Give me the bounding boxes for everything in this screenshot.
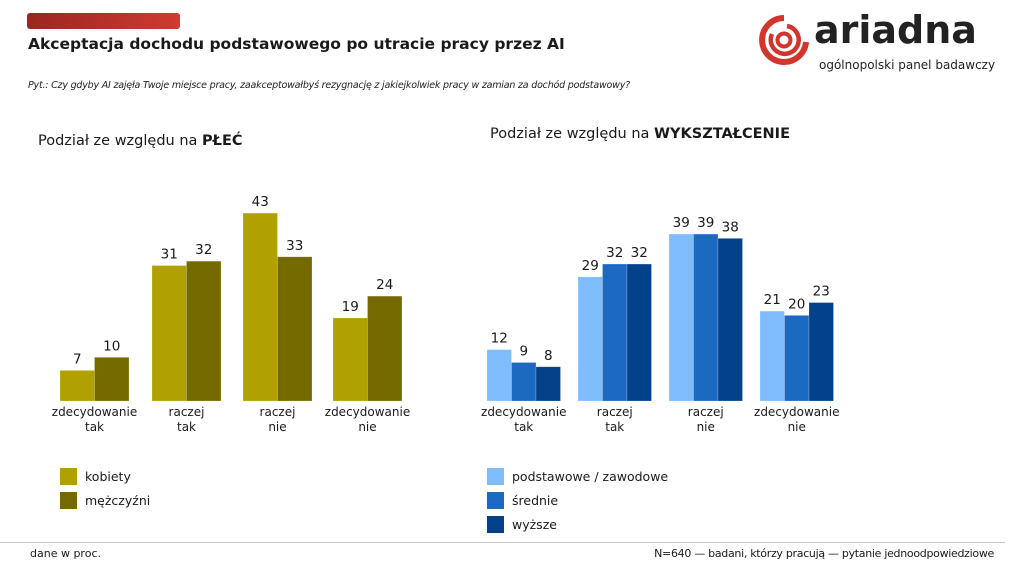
category-label-gender-0: tak bbox=[85, 420, 104, 434]
legend-item-wyzsze: wyższe bbox=[487, 512, 668, 536]
logo-tagline: ogólnopolski panel badawczy bbox=[819, 58, 996, 72]
legend-item-mezczyzni: mężczyźni bbox=[60, 488, 150, 512]
bar-education-0-2 bbox=[535, 366, 561, 402]
bar-education-0-0 bbox=[486, 349, 512, 402]
category-label-education-2: raczej bbox=[688, 405, 724, 419]
category-label-gender-2: raczej bbox=[260, 405, 296, 419]
bar-education-2-1 bbox=[693, 233, 719, 402]
data-label-gender-1-1: 32 bbox=[195, 242, 212, 258]
bar-education-1-0 bbox=[577, 276, 603, 402]
footer-divider bbox=[0, 542, 1005, 543]
data-label-education-2-1: 39 bbox=[697, 215, 714, 231]
data-label-education-1-1: 32 bbox=[606, 245, 623, 261]
chart-title-gender-bold: PŁEĆ bbox=[202, 133, 243, 149]
data-label-education-2-2: 38 bbox=[722, 219, 739, 235]
category-label-gender-1: tak bbox=[177, 420, 196, 434]
category-label-gender-3: zdecydowanie bbox=[325, 405, 410, 419]
data-label-gender-2-0: 43 bbox=[252, 194, 269, 210]
data-label-gender-0-1: 10 bbox=[103, 338, 120, 354]
page-title: Akceptacja dochodu podstawowego po utrac… bbox=[28, 35, 565, 53]
bar-gender-3-1 bbox=[367, 295, 403, 402]
category-label-gender-3: nie bbox=[358, 420, 376, 434]
data-label-education-0-1: 9 bbox=[519, 343, 528, 359]
legend-education: podstawowe / zawodowe średnie wyższe bbox=[487, 464, 668, 536]
bar-gender-0-1 bbox=[94, 356, 130, 402]
bar-education-1-2 bbox=[626, 263, 652, 402]
bar-gender-3-0 bbox=[332, 317, 368, 402]
accent-bar bbox=[27, 13, 180, 29]
bar-gender-2-0 bbox=[242, 212, 278, 402]
chart-title-gender: Podział ze względu na PŁEĆ bbox=[38, 133, 243, 149]
legend-swatch bbox=[60, 491, 77, 509]
bar-education-1-1 bbox=[602, 263, 628, 402]
category-label-gender-0: zdecydowanie bbox=[52, 405, 137, 419]
bar-education-0-1 bbox=[511, 362, 537, 402]
chart-title-education: Podział ze względu na WYKSZTAŁCENIE bbox=[490, 126, 790, 142]
category-label-education-1: raczej bbox=[597, 405, 633, 419]
category-label-education-1: tak bbox=[605, 420, 624, 434]
legend-gender: kobiety mężczyźni bbox=[60, 464, 150, 512]
legend-item-podstawowe: podstawowe / zawodowe bbox=[487, 464, 668, 488]
data-label-education-0-2: 8 bbox=[544, 348, 553, 364]
data-label-education-3-0: 21 bbox=[764, 292, 781, 308]
legend-swatch bbox=[487, 467, 504, 485]
footer-sample-info: N=640 — badani, którzy pracują — pytanie… bbox=[654, 547, 994, 560]
data-label-gender-1-0: 31 bbox=[161, 247, 178, 263]
legend-label: kobiety bbox=[85, 468, 131, 484]
bar-gender-1-0 bbox=[151, 265, 187, 402]
data-label-education-0-0: 12 bbox=[491, 331, 508, 347]
logo-spiral-icon bbox=[759, 15, 809, 65]
legend-swatch bbox=[487, 515, 504, 533]
legend-item-kobiety: kobiety bbox=[60, 464, 150, 488]
legend-label: średnie bbox=[512, 492, 559, 508]
category-label-education-2: nie bbox=[697, 420, 715, 434]
data-label-education-3-1: 20 bbox=[788, 296, 805, 312]
bar-education-3-0 bbox=[759, 310, 785, 402]
data-label-gender-3-1: 24 bbox=[376, 277, 393, 293]
data-label-gender-2-1: 33 bbox=[286, 238, 303, 254]
survey-question: Pyt.: Czy gdyby AI zajęła Twoje miejsce … bbox=[28, 80, 630, 91]
logo-wordmark: ariadna bbox=[814, 8, 977, 52]
data-label-gender-3-0: 19 bbox=[342, 299, 359, 315]
bar-education-2-2 bbox=[717, 238, 743, 402]
bar-education-3-2 bbox=[808, 302, 834, 402]
bar-gender-2-1 bbox=[277, 256, 313, 402]
ariadna-logo: ariadna ogólnopolski panel badawczy bbox=[756, 8, 996, 76]
legend-swatch bbox=[487, 491, 504, 509]
legend-label: podstawowe / zawodowe bbox=[512, 468, 669, 484]
category-label-education-0: zdecydowanie bbox=[481, 405, 566, 419]
footer-note: dane w proc. bbox=[30, 547, 101, 560]
data-label-education-3-2: 23 bbox=[813, 284, 830, 300]
bar-education-3-1 bbox=[784, 315, 810, 402]
category-label-education-3: nie bbox=[788, 420, 806, 434]
category-label-gender-1: raczej bbox=[169, 405, 205, 419]
legend-label: wyższe bbox=[512, 516, 557, 532]
data-label-gender-0-0: 7 bbox=[73, 351, 82, 367]
chart-title-education-prefix: Podział ze względu na bbox=[490, 126, 655, 142]
chart-title-education-bold: WYKSZTAŁCENIE bbox=[654, 126, 790, 142]
chart-title-gender-prefix: Podział ze względu na bbox=[38, 133, 203, 149]
legend-item-srednie: średnie bbox=[487, 488, 668, 512]
data-label-education-2-0: 39 bbox=[673, 215, 690, 231]
bar-education-2-0 bbox=[668, 233, 694, 402]
data-label-education-1-0: 29 bbox=[582, 258, 599, 274]
legend-label: mężczyźni bbox=[85, 492, 151, 508]
category-label-education-0: tak bbox=[514, 420, 533, 434]
data-label-education-1-2: 32 bbox=[631, 245, 648, 261]
category-label-education-3: zdecydowanie bbox=[754, 405, 839, 419]
category-label-gender-2: nie bbox=[268, 420, 286, 434]
bar-gender-1-1 bbox=[186, 260, 222, 402]
bar-gender-0-0 bbox=[59, 370, 95, 402]
legend-swatch bbox=[60, 467, 77, 485]
